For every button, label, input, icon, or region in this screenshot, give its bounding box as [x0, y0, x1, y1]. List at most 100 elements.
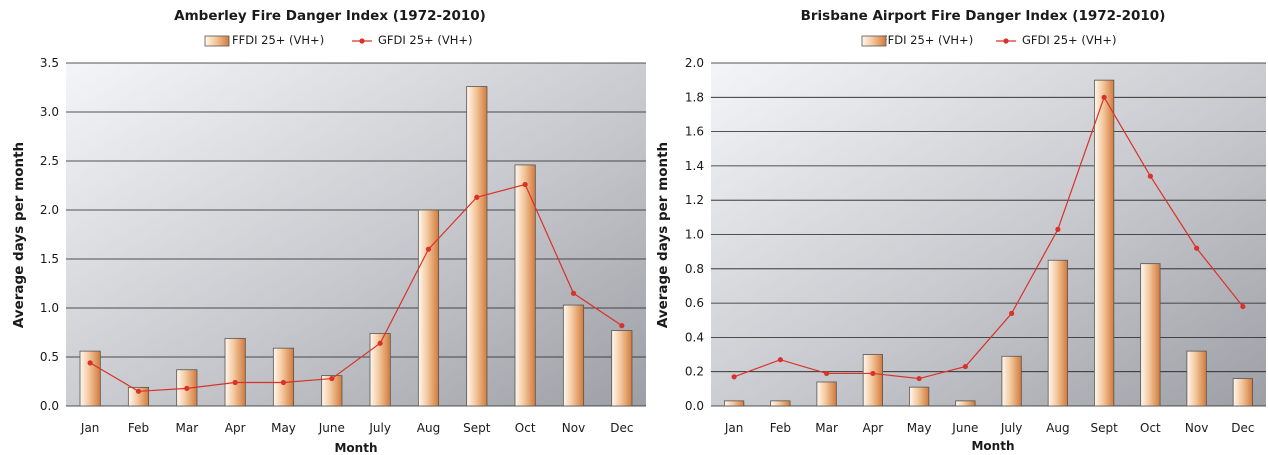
bar-ffdi: [562, 304, 585, 407]
x-axis-label: Month: [971, 439, 1014, 453]
bar-ffdi: [1094, 79, 1115, 407]
x-tick-label: Feb: [770, 421, 791, 435]
bar-ffdi: [79, 350, 101, 407]
y-tick-label: 1.0: [40, 301, 59, 315]
point-gfdi: [135, 388, 142, 394]
y-tick-label: 0.0: [685, 399, 704, 413]
point-gfdi: [522, 181, 528, 188]
point-gfdi: [184, 385, 190, 391]
x-tick-label: Oct: [1140, 421, 1161, 435]
x-tick-label: Dec: [610, 421, 633, 435]
point-gfdi: [425, 246, 432, 252]
point-gfdi: [824, 370, 830, 377]
x-tick-label: Apr: [225, 421, 246, 435]
x-axis-label: Month: [334, 441, 377, 455]
y-tick-label: 1.8: [685, 90, 704, 104]
x-tick-label: Apr: [862, 421, 883, 435]
x-tick-label: Jan: [724, 421, 744, 435]
point-gfdi: [777, 357, 783, 363]
x-tick-label: Oct: [515, 421, 536, 435]
point-gfdi: [377, 340, 383, 346]
bar-ffdi: [1001, 355, 1022, 407]
y-tick-label: 1.5: [40, 252, 59, 266]
bar-ffdi: [862, 354, 883, 407]
x-tick-label: Mar: [815, 421, 838, 435]
bar-ffdi: [514, 164, 536, 407]
x-tick-label: July: [1000, 421, 1023, 435]
point-gfdi: [916, 375, 922, 382]
x-tick-label: May: [271, 421, 296, 435]
point-gfdi: [1240, 303, 1246, 310]
y-axis-label: Average days per month: [655, 142, 671, 328]
legend-swatch-ffdi: [204, 35, 230, 47]
bar-ffdi: [955, 400, 976, 407]
x-tick-label: Mar: [176, 421, 199, 435]
point-gfdi: [1147, 173, 1153, 179]
y-tick-label: 0.5: [40, 350, 59, 364]
legend-label-ffdi: FFDI 25+ (VH+): [232, 33, 324, 47]
bar-ffdi: [724, 400, 745, 407]
y-tick-label: 0.2: [685, 365, 704, 379]
y-tick-label: 0.6: [685, 296, 704, 310]
x-tick-label: Aug: [1046, 421, 1069, 435]
y-tick-label: 1.4: [685, 159, 704, 173]
y-tick-label: 1.6: [685, 125, 704, 139]
bar-ffdi: [127, 386, 150, 407]
point-gfdi: [619, 323, 625, 329]
y-tick-label: 2.0: [685, 56, 704, 70]
bar-ffdi: [611, 330, 633, 407]
legend-label-gfdi: GFDI 25+ (VH+): [1022, 33, 1116, 47]
series-line-gfdi: [733, 95, 1244, 380]
x-tick-label: Nov: [562, 421, 585, 435]
point-gfdi: [1009, 310, 1015, 316]
x-tick-label: Sept: [463, 421, 491, 435]
chart-amberley: Amberley Fire Danger Index (1972-2010) F…: [11, 8, 646, 455]
chart-title: Amberley Fire Danger Index (1972-2010): [174, 8, 486, 24]
x-tick-label: Sept: [1090, 421, 1118, 435]
bar-ffdi: [369, 333, 391, 407]
point-gfdi: [232, 379, 238, 386]
point-gfdi: [1055, 226, 1061, 232]
legend-marker-gfdi: [359, 38, 365, 44]
bar-ffdi: [321, 375, 343, 407]
legend-marker-gfdi: [1003, 38, 1009, 44]
y-tick-label: 0.0: [40, 399, 59, 413]
bar-ffdi: [466, 86, 488, 407]
point-gfdi: [1101, 94, 1107, 100]
x-tick-label: Dec: [1231, 421, 1254, 435]
bar-ffdi: [770, 400, 791, 407]
x-tick-label: Jan: [80, 421, 100, 435]
y-tick-label: 2.0: [40, 203, 59, 217]
y-tick-label: 0.8: [685, 262, 704, 276]
y-tick-label: 3.5: [40, 56, 59, 70]
y-tick-label: 0.4: [685, 330, 704, 344]
point-gfdi: [731, 374, 737, 380]
legend-label-gfdi: GFDI 25+ (VH+): [378, 33, 472, 47]
point-gfdi: [1194, 245, 1200, 251]
point-gfdi: [329, 375, 335, 382]
x-tick-label: June: [318, 421, 345, 435]
bar-ffdi: [417, 209, 440, 407]
legend-label-ffdi: FFDI 25+ (VH+): [881, 33, 973, 47]
bar-ffdi: [909, 386, 930, 407]
y-tick-label: 2.5: [40, 154, 59, 168]
point-gfdi: [280, 379, 287, 386]
legend-swatch-ffdi: [861, 35, 887, 47]
y-tick-label: 1.0: [685, 228, 704, 242]
bar-ffdi: [272, 347, 295, 407]
point-gfdi: [870, 370, 876, 377]
bar-ffdi: [1047, 259, 1068, 407]
x-tick-label: July: [368, 421, 391, 435]
y-tick-label: 3.0: [40, 105, 59, 119]
point-gfdi: [474, 194, 480, 200]
x-tick-label: Nov: [1185, 421, 1208, 435]
y-tick-label: 1.2: [685, 193, 704, 207]
chart-brisbane-airport: Brisbane Airport Fire Danger Index (1972…: [655, 8, 1266, 453]
x-tick-label: Feb: [128, 421, 149, 435]
bar-ffdi: [816, 381, 837, 407]
series-line-gfdi: [89, 183, 623, 392]
x-tick-label: May: [907, 421, 932, 435]
x-tick-label: Aug: [417, 421, 440, 435]
chart-title: Brisbane Airport Fire Danger Index (1972…: [801, 8, 1166, 24]
